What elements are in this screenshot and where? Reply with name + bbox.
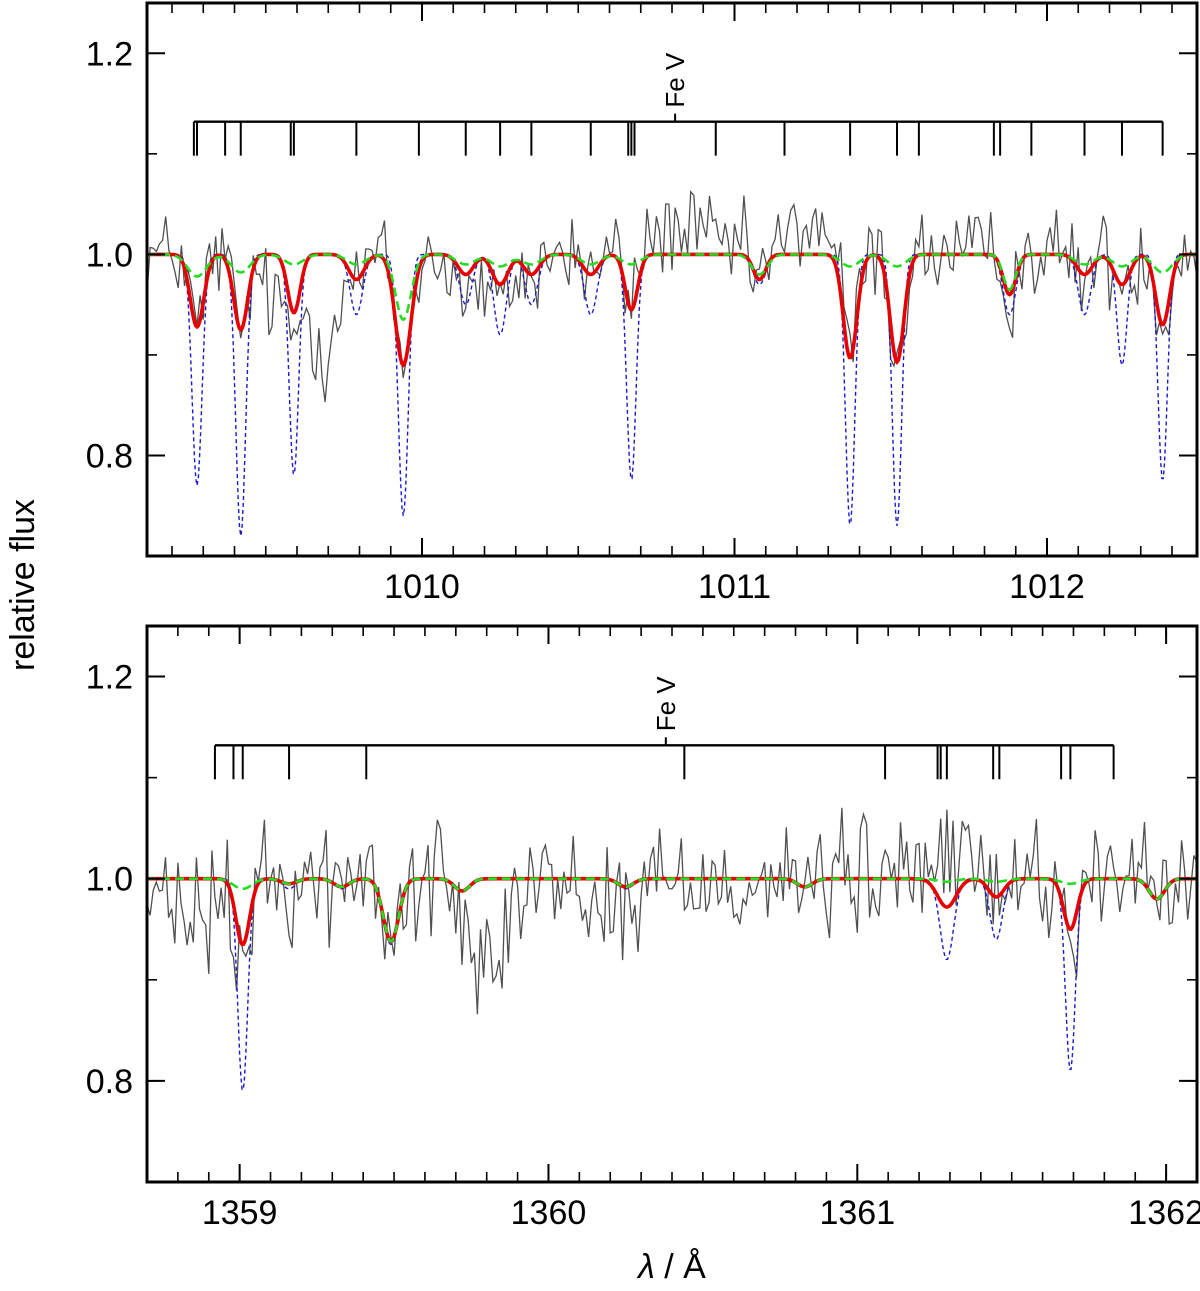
lower-observed-spectrum xyxy=(147,807,1197,1015)
upper-plot-frame xyxy=(145,1,1199,558)
upper-model-blue-dashed xyxy=(147,253,1197,537)
lower-x-tick-label: 1359 xyxy=(202,1194,278,1232)
lower-fe-v-line-markers xyxy=(213,737,1115,780)
upper-ion-label: Fe V xyxy=(660,52,690,108)
lower-plot-frame xyxy=(145,624,1199,1184)
upper-y-tick-label: 0.8 xyxy=(86,437,133,475)
lower-model-blue-dashed xyxy=(147,878,1197,1091)
lower-x-tick-label: 1361 xyxy=(819,1194,895,1232)
y-axis-title: relative flux xyxy=(4,499,42,671)
upper-panel: Fe V 1010 1011 1012 0.8 1.0 1.2 xyxy=(86,1,1199,606)
lower-y-tick-label: 0.8 xyxy=(86,1063,133,1101)
upper-model-red xyxy=(147,252,1197,368)
lower-x-tick-label: 1362 xyxy=(1128,1194,1200,1232)
lower-x-tick-label: 1360 xyxy=(511,1194,587,1232)
lower-panel: Fe V 1359 1360 1361 1362 0.8 1.0 1.2 xyxy=(86,624,1200,1232)
x-axis-unit: / Å xyxy=(655,1248,706,1286)
x-axis-title: λ / Å xyxy=(636,1248,706,1286)
upper-x-tick-label: 1010 xyxy=(384,568,460,606)
upper-fe-v-line-markers xyxy=(192,113,1164,156)
lower-y-tick-label: 1.0 xyxy=(86,861,133,899)
upper-x-tick-label: 1011 xyxy=(698,568,771,606)
lower-ion-label: Fe V xyxy=(651,676,681,732)
lower-y-tick-label: 1.2 xyxy=(86,659,133,697)
upper-y-tick-label: 1.2 xyxy=(86,35,133,73)
upper-y-tick-label: 1.0 xyxy=(86,236,133,274)
lower-model-green-dashed xyxy=(147,877,1197,943)
upper-x-tick-label: 1012 xyxy=(1009,568,1085,606)
upper-model-green-dashed xyxy=(147,253,1197,322)
upper-observed-spectrum xyxy=(147,190,1197,403)
x-axis-symbol: λ xyxy=(636,1248,655,1286)
